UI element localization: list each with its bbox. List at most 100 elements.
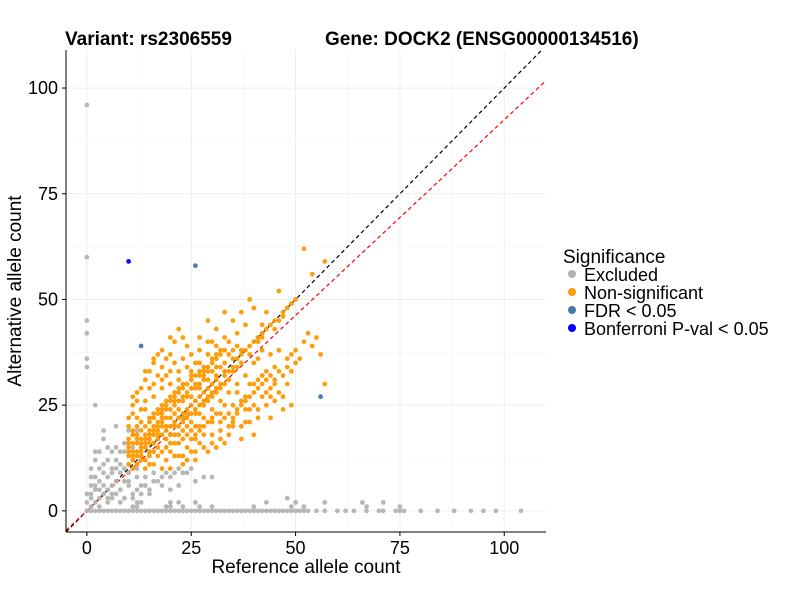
legend-key-non-significant	[568, 288, 576, 296]
data-point	[117, 508, 123, 514]
data-point	[197, 385, 202, 391]
data-point	[197, 504, 202, 510]
data-point	[213, 356, 219, 362]
data-point	[126, 453, 132, 459]
data-point	[142, 436, 148, 442]
data-point	[117, 500, 123, 505]
data-point	[130, 508, 136, 514]
data-point	[151, 394, 157, 400]
data-point	[176, 453, 182, 459]
data-point	[251, 504, 257, 510]
data-point	[184, 364, 190, 370]
data-point	[218, 364, 223, 370]
data-point	[155, 436, 161, 442]
data-point	[147, 453, 152, 459]
data-point	[134, 449, 140, 455]
data-point	[209, 339, 215, 345]
data-point	[305, 508, 311, 514]
data-point	[213, 373, 219, 378]
data-point	[209, 381, 215, 387]
data-point	[247, 352, 253, 357]
data-point	[209, 368, 215, 374]
y-tick-label: 0	[48, 501, 58, 521]
data-point	[184, 470, 190, 476]
data-point	[147, 428, 152, 433]
data-point	[159, 377, 165, 383]
data-point	[84, 318, 90, 323]
data-point	[188, 449, 194, 455]
data-point	[96, 478, 102, 484]
data-point	[480, 508, 486, 514]
data-point	[180, 504, 186, 510]
data-point	[126, 508, 132, 514]
data-point	[151, 508, 157, 514]
legend-key-excluded	[568, 270, 576, 278]
data-point	[213, 343, 219, 349]
data-point	[84, 500, 90, 505]
data-point	[197, 428, 202, 433]
data-point	[159, 364, 165, 370]
data-point	[167, 500, 173, 505]
data-point	[142, 398, 148, 404]
data-point	[105, 495, 111, 501]
data-point	[151, 478, 157, 484]
data-point	[134, 436, 140, 442]
data-point	[176, 432, 182, 438]
data-point	[113, 491, 119, 497]
data-point	[230, 419, 236, 425]
data-point	[142, 423, 148, 429]
data-point	[155, 445, 161, 450]
data-point	[151, 440, 157, 446]
data-point	[201, 432, 207, 438]
data-point	[176, 368, 182, 374]
data-point	[209, 360, 215, 366]
data-point	[176, 406, 182, 412]
data-point	[101, 461, 106, 467]
data-point	[159, 483, 165, 488]
data-point	[147, 487, 152, 493]
x-tick-label: 50	[286, 538, 306, 558]
data-point	[197, 402, 202, 408]
data-point	[188, 377, 194, 383]
data-point	[142, 483, 148, 488]
data-point	[322, 259, 328, 264]
data-point	[192, 398, 198, 404]
data-point	[222, 360, 228, 366]
data-point	[130, 432, 136, 438]
data-point	[176, 377, 182, 383]
data-point	[218, 411, 223, 417]
data-point	[147, 508, 152, 514]
data-point	[138, 483, 144, 488]
data-point	[197, 335, 202, 340]
legend-key-bonferroni-p-val-0-05	[568, 324, 576, 332]
data-point	[280, 373, 286, 378]
data-point	[184, 415, 190, 421]
data-point	[222, 415, 228, 421]
data-point	[205, 394, 211, 400]
data-point	[105, 474, 111, 480]
legend: Significance ExcludedNon-significantFDR …	[563, 247, 769, 339]
data-point	[201, 398, 207, 404]
data-point	[134, 500, 140, 505]
data-point	[172, 470, 177, 476]
data-point	[172, 398, 177, 404]
data-point	[234, 390, 240, 395]
data-point	[180, 394, 186, 400]
data-point	[167, 406, 173, 412]
data-point	[238, 347, 244, 353]
data-point	[213, 445, 219, 450]
data-point	[192, 432, 198, 438]
data-point	[243, 373, 248, 378]
data-point	[226, 390, 232, 395]
data-point	[180, 419, 186, 425]
data-point	[159, 385, 165, 391]
data-point	[130, 440, 136, 446]
data-point	[301, 504, 307, 510]
data-point	[276, 318, 282, 323]
data-point	[122, 478, 127, 484]
data-point	[209, 419, 215, 425]
data-point	[288, 504, 294, 510]
data-point	[167, 466, 173, 471]
data-point	[134, 461, 140, 467]
